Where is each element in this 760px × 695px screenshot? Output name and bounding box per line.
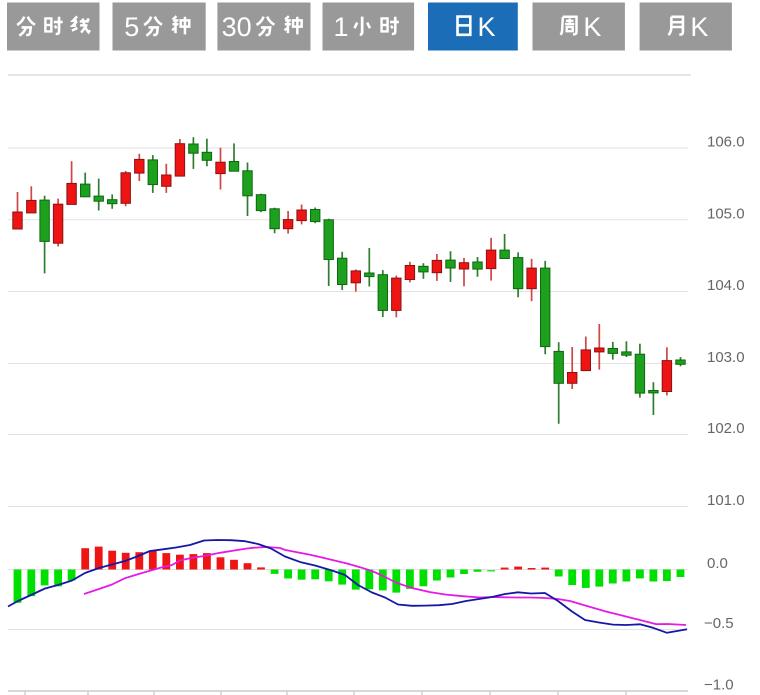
- svg-text:106.0: 106.0: [707, 134, 745, 151]
- svg-text:K: K: [583, 12, 601, 42]
- svg-text:1: 1: [334, 12, 349, 42]
- svg-text:−1.0: −1.0: [704, 677, 734, 694]
- svg-text:30: 30: [222, 12, 252, 42]
- svg-text:−0.5: −0.5: [704, 615, 734, 632]
- svg-text:K: K: [690, 12, 708, 42]
- svg-text:102.0: 102.0: [707, 420, 745, 437]
- svg-text:0.0: 0.0: [707, 555, 728, 572]
- svg-text:104.0: 104.0: [707, 277, 745, 294]
- svg-text:K: K: [478, 12, 496, 42]
- svg-text:103.0: 103.0: [707, 349, 745, 366]
- svg-text:105.0: 105.0: [707, 205, 745, 222]
- svg-text:5: 5: [124, 12, 139, 42]
- svg-text:101.0: 101.0: [707, 492, 745, 509]
